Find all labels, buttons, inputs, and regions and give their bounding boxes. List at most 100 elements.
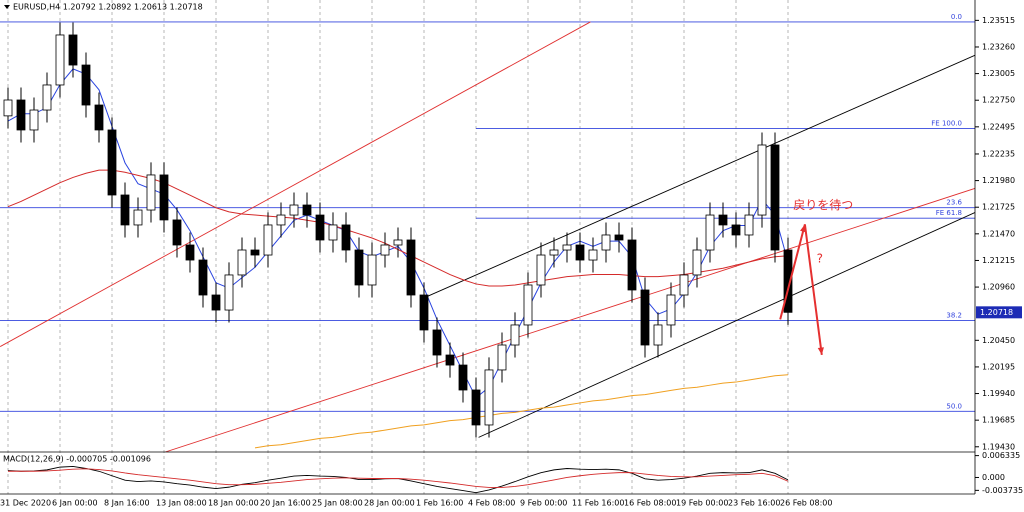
candle-body <box>198 259 208 296</box>
arrow-head <box>817 347 824 355</box>
candle-body <box>640 289 650 346</box>
candle-body <box>380 244 390 256</box>
plot-area <box>0 21 975 452</box>
candle-body <box>653 324 663 346</box>
y-tick-label: 0.006335 <box>982 451 1020 460</box>
candle-body <box>549 249 559 256</box>
candle-body <box>614 234 624 241</box>
candle-body <box>107 129 117 196</box>
level-label: 38.2 <box>946 311 962 319</box>
level-label: FE 100.0 <box>931 119 962 127</box>
y-tick-label: 1.19940 <box>982 389 1015 398</box>
candle-body <box>432 329 442 356</box>
y-tick-label: -0.003735 <box>982 486 1023 495</box>
candle-body <box>211 294 221 311</box>
annotation: 戻りを待つ <box>793 198 853 212</box>
y-tick-label: 1.20960 <box>982 283 1015 292</box>
trend-line <box>419 54 975 301</box>
x-tick-label: 1 Feb 16:00 <box>416 499 463 508</box>
candle-body <box>146 174 156 211</box>
level-label: FE 61.8 <box>936 209 962 217</box>
candle-body <box>471 389 481 426</box>
candle-body <box>718 214 728 226</box>
y-tick-label: 1.23005 <box>982 69 1015 78</box>
y-tick-label: 1.20450 <box>982 336 1015 345</box>
candle-body <box>783 249 793 313</box>
arrow-head <box>800 224 807 233</box>
y-tick-label: 1.21470 <box>982 229 1015 238</box>
y-tick-label: 1.22495 <box>982 122 1015 131</box>
collapse-icon[interactable] <box>4 5 10 9</box>
candle-body <box>328 224 338 241</box>
candle-body <box>55 34 65 86</box>
candle-body <box>172 219 182 246</box>
candle-body <box>406 239 416 296</box>
y-tick-label: 1.20195 <box>982 362 1015 371</box>
trend-line <box>478 211 975 438</box>
candle-body <box>289 204 299 216</box>
candle-body <box>16 99 26 131</box>
candle-body <box>94 104 104 131</box>
candle-body <box>562 244 572 251</box>
candle-body <box>484 369 494 426</box>
level-label: 0.0 <box>951 13 962 21</box>
candle-body <box>523 284 533 326</box>
x-tick-label: 6 Jan 00:00 <box>52 499 98 508</box>
candle-body <box>588 249 598 261</box>
x-tick-label: 9 Feb 00:00 <box>520 499 567 508</box>
y-tick-label: 1.22235 <box>982 149 1015 158</box>
candle-body <box>81 64 91 106</box>
trend-line <box>165 187 975 452</box>
candle-body <box>744 214 754 236</box>
current-price-label: 1.20718 <box>980 308 1013 317</box>
candle-body <box>458 364 468 391</box>
candle-body <box>354 249 364 286</box>
y-tick-label: 1.21215 <box>982 256 1015 265</box>
candle-body <box>367 254 377 286</box>
current-price-box <box>976 306 1022 319</box>
x-tick-label: 18 Jan 00:00 <box>208 499 259 508</box>
x-tick-label: 11 Feb 16:00 <box>572 499 624 508</box>
candle-body <box>575 244 585 261</box>
candle-body <box>731 224 741 236</box>
x-tick-label: 8 Jan 16:00 <box>104 499 150 508</box>
candle-body <box>341 224 351 251</box>
candle-body <box>666 294 676 326</box>
candle-body <box>68 34 78 66</box>
x-tick-label: 16 Feb 08:00 <box>624 499 676 508</box>
x-tick-label: 28 Jan 00:00 <box>364 499 415 508</box>
candle-body <box>536 254 546 286</box>
x-tick-label: 19 Feb 00:00 <box>676 499 728 508</box>
candle-body <box>3 99 13 117</box>
x-tick-label: 20 Jan 16:00 <box>260 499 311 508</box>
x-tick-label: 23 Feb 16:00 <box>728 499 780 508</box>
macd-line <box>8 468 789 488</box>
candle-body <box>250 249 260 256</box>
candle-body <box>627 239 637 291</box>
y-tick-label: 1.21980 <box>982 176 1015 185</box>
macd-panel: MACD(12,26,9) -0.000705 -0.001096 <box>3 455 789 494</box>
macd-title: MACD(12,26,9) -0.000705 -0.001096 <box>3 455 151 464</box>
ma-line <box>254 374 789 449</box>
candle-body <box>224 274 234 311</box>
candle-body <box>757 144 767 216</box>
y-tick-label: 1.23260 <box>982 42 1015 51</box>
candle-body <box>133 209 143 226</box>
candle-body <box>159 174 169 221</box>
candle-body <box>601 234 611 251</box>
candle-body <box>705 214 715 251</box>
candle-body <box>276 214 286 226</box>
y-tick-label: 1.19430 <box>982 442 1015 451</box>
x-tick-label: 31 Dec 2020 <box>0 499 51 508</box>
candle-body <box>315 214 325 241</box>
y-tick-label: 1.19685 <box>982 416 1015 425</box>
candle-body <box>510 324 520 346</box>
y-tick-label: 1.23515 <box>982 16 1015 25</box>
candle-body <box>393 239 403 246</box>
candle-body <box>497 344 507 371</box>
y-tick-label: 1.22750 <box>982 96 1015 105</box>
y-tick-label: 1.21725 <box>982 203 1015 212</box>
